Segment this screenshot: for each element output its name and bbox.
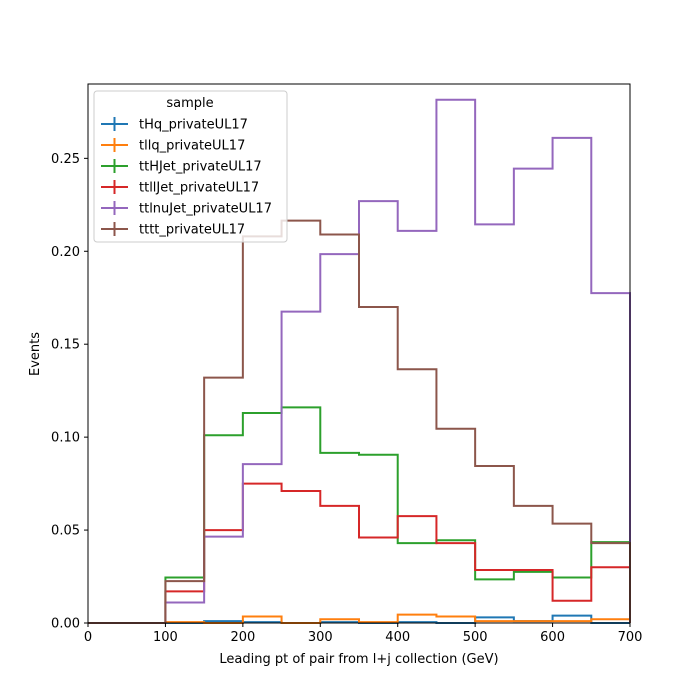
x-tick-label: 700	[618, 630, 643, 645]
series-line-tllq_privateUL17	[88, 613, 631, 624]
legend-entry-label: tttt_privateUL17	[139, 223, 245, 238]
y-tick-label: 0.20	[51, 245, 80, 260]
legend-entry-label: ttHJet_privateUL17	[139, 160, 262, 175]
x-tick-label: 200	[230, 630, 255, 645]
x-tick-label: 600	[540, 630, 565, 645]
legend-entry-label: tllq_privateUL17	[139, 139, 245, 154]
x-tick-label: 500	[463, 630, 488, 645]
y-axis-title: Events	[28, 332, 43, 376]
legend-box	[93, 90, 288, 243]
plot-area	[88, 98, 631, 624]
legend-entry-label: ttllJet_privateUL17	[139, 181, 259, 196]
y-tick-label: 0.15	[51, 338, 80, 353]
x-tick-label: 300	[308, 630, 333, 645]
axes-frame	[87, 83, 631, 624]
y-tick-label: 0.10	[51, 431, 80, 446]
legend-title: sample	[166, 96, 213, 111]
series-line-tttt_privateUL17	[88, 219, 631, 624]
legend-entry-label: tHq_privateUL17	[139, 118, 248, 133]
x-tick-label: 400	[385, 630, 410, 645]
legend: sample tHq_privateUL17 tllq_privateUL17 ttH…	[93, 90, 288, 243]
legend-entry-label: ttlnuJet_privateUL17	[139, 202, 272, 217]
x-axis-title: Leading pt of pair from l+j collection (…	[219, 652, 498, 667]
x-tick-label: 100	[153, 630, 178, 645]
y-tick-label: 0.25	[51, 152, 80, 167]
axis-ticks: 0 100 200 300 400 500 600 700 0.00 0.05 0.10 0.15 0.…	[51, 152, 642, 645]
x-tick-label: 0	[84, 630, 92, 645]
y-tick-label: 0.05	[51, 524, 80, 539]
y-tick-label: 0.00	[51, 617, 80, 632]
